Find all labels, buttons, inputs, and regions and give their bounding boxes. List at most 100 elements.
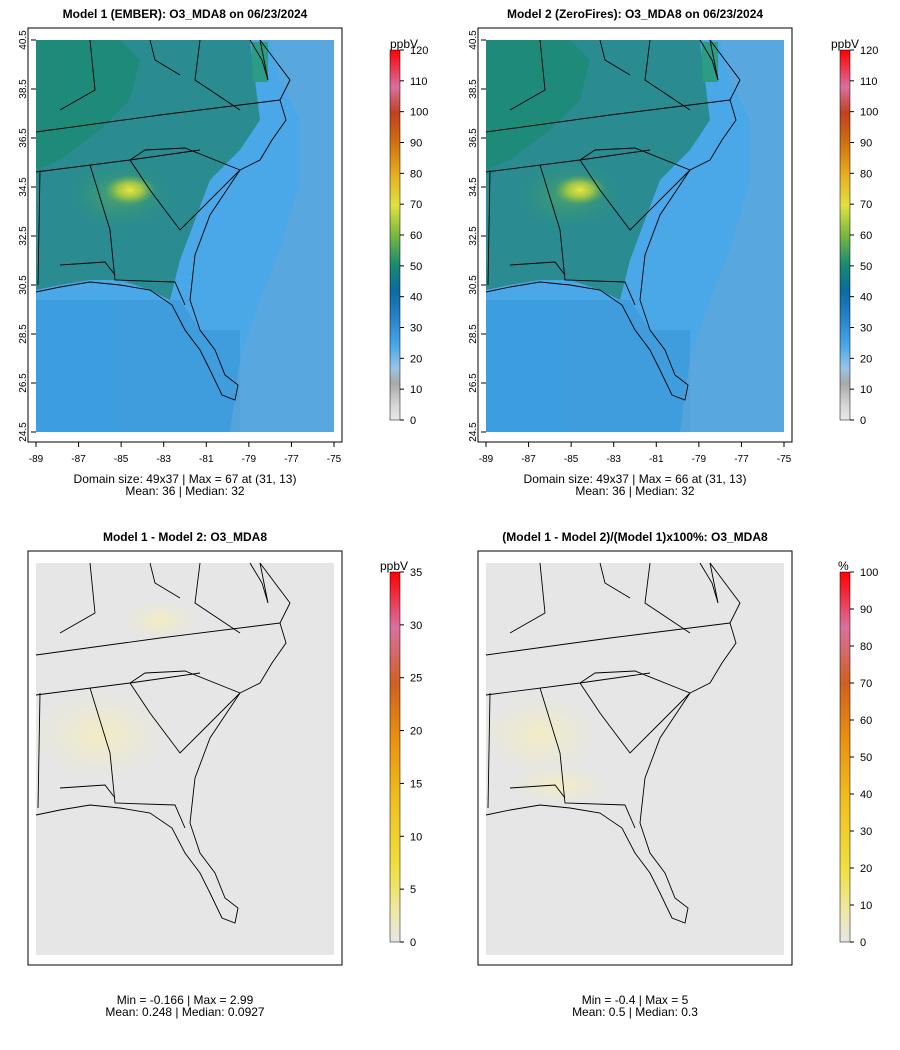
colorbar-tick-label: 30 [860,826,872,838]
colorbar-tick-label: 30 [410,620,422,632]
stats-line-1: Min = -0.166 | Max = 2.99 [117,993,254,1007]
colorbar-tick-label: 50 [860,261,872,273]
colorbar-tick-label: 30 [860,323,872,335]
state-borders [35,39,291,401]
y-tick-label: 24.5 [18,422,29,442]
y-tick-label: 26.5 [468,373,479,393]
colorbar-tick-label: 80 [410,168,422,180]
y-tick-label: 32.5 [18,226,29,246]
colorbar-tick-label: 0 [410,415,416,427]
colorbar-tick-label: 90 [860,138,872,150]
y-tick-label: 30.5 [18,275,29,295]
y-tick-label: 26.5 [18,373,29,393]
y-tick-label: 32.5 [468,226,479,246]
x-tick-label: -87 [521,454,536,465]
colorbar-tick-label: 50 [860,752,872,764]
colorbar-tick-label: 10 [860,384,872,396]
x-tick-label: -79 [242,454,257,465]
x-tick-label: -77 [734,454,749,465]
colorbar-tick-label: 120 [410,45,428,57]
panel-percent-difference: (Model 1 - Model 2)/(Model 1)x100%: O3_M… [477,530,878,1019]
colorbar-tick-label: 110 [410,76,428,88]
colorbar-tick-label: 90 [860,604,872,616]
colorbar-tick-label: 80 [860,641,872,653]
colorbar-tick-label: 100 [410,107,428,119]
x-tick-label: -89 [479,454,494,465]
x-ticks: -89 -87 -85 -83 -81 -79 -77 -75 [479,441,792,465]
panel-model1: Model 1 (EMBER): O3_MDA8 on 06/23/2024 [18,7,428,498]
colorbar-tick-label: 70 [860,678,872,690]
y-tick-label: 40.5 [18,30,29,50]
x-tick-label: -85 [564,454,579,465]
colorbar-tick-label: 15 [410,778,422,790]
colorbar: ppbV 0 10 20 30 40 50 60 70 80 90 100 110 120 [831,37,878,427]
colorbar-tick-label: 80 [860,168,872,180]
stats-line-2: Mean: 36 | Median: 32 [125,484,245,498]
colorbar-tick-label: 25 [410,673,422,685]
colorbar-tick-label: 20 [410,726,422,738]
panel-model2: Model 2 (ZeroFires): O3_MDA8 on 06/23/20… [468,7,878,498]
colorbar-tick-label: 35 [410,567,422,579]
x-tick-label: -87 [71,454,86,465]
colorbar-tick-label: 50 [410,261,422,273]
colorbar-tick-label: 40 [860,292,872,304]
x-tick-label: -79 [692,454,707,465]
y-ticks: 24.5 26.5 28.5 30.5 32.5 34.5 36.5 38.5 40.5 [18,30,36,442]
stats-line-2: Mean: 36 | Median: 32 [575,484,695,498]
y-tick-label: 36.5 [18,128,29,148]
colorbar-tick-label: 10 [410,384,422,396]
y-tick-label: 28.5 [18,324,29,344]
colorbar-tick-label: 10 [410,831,422,843]
stats-line-1: Domain size: 49x37 | Max = 67 at (31, 13… [74,472,297,486]
colorbar-tick-label: 120 [860,45,878,57]
colorbar: ppbV 0 10 20 30 40 50 60 70 80 90 100 110 120 [389,37,428,427]
colorbar-label: ppbV [380,559,408,573]
colorbar-label: ppbV [390,37,418,51]
state-borders [485,39,741,401]
colorbar-tick-label: 20 [860,353,872,365]
stats-line-2: Mean: 0.248 | Median: 0.0927 [105,1005,265,1019]
panel-title: Model 1 (EMBER): O3_MDA8 on 06/23/2024 [63,7,308,21]
panel-title: Model 1 - Model 2: O3_MDA8 [103,530,267,544]
y-tick-label: 34.5 [18,177,29,197]
colorbar-tick-label: 100 [860,107,878,119]
stats-line-1: Domain size: 49x37 | Max = 66 at (31, 13… [524,472,747,486]
colorbar-tick-label: 10 [860,900,872,912]
y-ticks: 24.5 26.5 28.5 30.5 32.5 34.5 36.5 38.5 40.5 [468,30,486,442]
x-tick-label: -81 [199,454,214,465]
colorbar-tick-label: 110 [860,76,878,88]
colorbar-tick-label: 20 [860,863,872,875]
colorbar-tick-label: 60 [410,230,422,242]
x-tick-label: -85 [114,454,129,465]
y-tick-label: 36.5 [468,128,479,148]
y-tick-label: 30.5 [468,275,479,295]
field-regions [36,40,334,432]
x-tick-label: -83 [156,454,171,465]
field-regions [480,695,610,805]
colorbar-tick-label: 0 [860,937,866,949]
colorbar-tick-label: 60 [860,715,872,727]
panel-title: Model 2 (ZeroFires): O3_MDA8 on 06/23/20… [507,7,763,21]
x-tick-label: -89 [29,454,44,465]
x-ticks: -89 -87 -85 -83 -81 -79 -77 -75 [29,441,342,465]
field-regions [486,40,784,432]
panel-title: (Model 1 - Model 2)/(Model 1)x100%: O3_M… [502,530,768,544]
colorbar-tick-label: 30 [410,323,422,335]
x-tick-label: -81 [649,454,664,465]
state-borders [485,562,741,924]
colorbar-tick-label: 0 [410,937,416,949]
x-tick-label: -75 [327,454,342,465]
y-tick-label: 40.5 [468,30,479,50]
colorbar-label: ppbV [831,37,859,51]
colorbar: ppbV 0 5 10 15 20 25 30 35 [380,559,422,949]
state-borders [35,562,291,924]
colorbar-tick-label: 70 [860,199,872,211]
colorbar-tick-label: 5 [410,884,416,896]
x-tick-label: -83 [606,454,621,465]
colorbar-tick-label: 90 [410,138,422,150]
colorbar-tick-label: 100 [860,567,878,579]
colorbar-label: % [838,559,849,573]
y-tick-label: 34.5 [468,177,479,197]
x-tick-label: -75 [777,454,792,465]
